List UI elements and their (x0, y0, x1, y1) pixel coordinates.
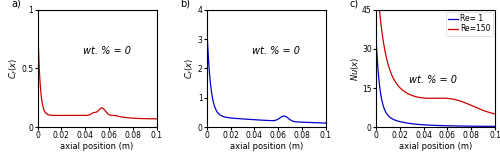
Re= 1 (490, 125, 496, 127)
Re=150 (418, 97, 424, 99)
Line: Re=150: Re=150 (376, 10, 495, 114)
Re= 1 (477, 125, 483, 127)
Re= 1 (492, 125, 498, 127)
Re= 1 (418, 124, 424, 126)
X-axis label: axial position (m): axial position (m) (60, 142, 134, 151)
Re= 1 (373, 31, 379, 33)
X-axis label: axial position (m): axial position (m) (230, 142, 303, 151)
Text: b): b) (180, 0, 190, 9)
Text: c): c) (350, 0, 359, 9)
Re=150 (424, 97, 430, 99)
Re=150 (477, 108, 483, 110)
Re=150 (492, 113, 498, 115)
Re=150 (394, 83, 400, 85)
Legend: Re= 1, Re=150: Re= 1, Re=150 (446, 12, 492, 36)
X-axis label: axial position (m): axial position (m) (399, 142, 472, 151)
Text: a): a) (12, 0, 21, 9)
Y-axis label: $C_f(x)$: $C_f(x)$ (8, 58, 20, 79)
Text: wt. % = 0: wt. % = 0 (83, 46, 131, 56)
Re= 1 (424, 124, 430, 126)
Text: wt. % = 0: wt. % = 0 (409, 75, 457, 85)
Re=150 (373, 9, 379, 11)
Y-axis label: $C_f(x)$: $C_f(x)$ (184, 58, 196, 79)
Line: Re= 1: Re= 1 (376, 32, 495, 126)
Re=150 (490, 112, 496, 114)
Text: wt. % = 0: wt. % = 0 (252, 46, 300, 56)
Re=150 (386, 68, 392, 70)
Y-axis label: $Nu(x)$: $Nu(x)$ (348, 56, 360, 81)
Re= 1 (386, 116, 392, 118)
Re= 1 (394, 120, 400, 122)
